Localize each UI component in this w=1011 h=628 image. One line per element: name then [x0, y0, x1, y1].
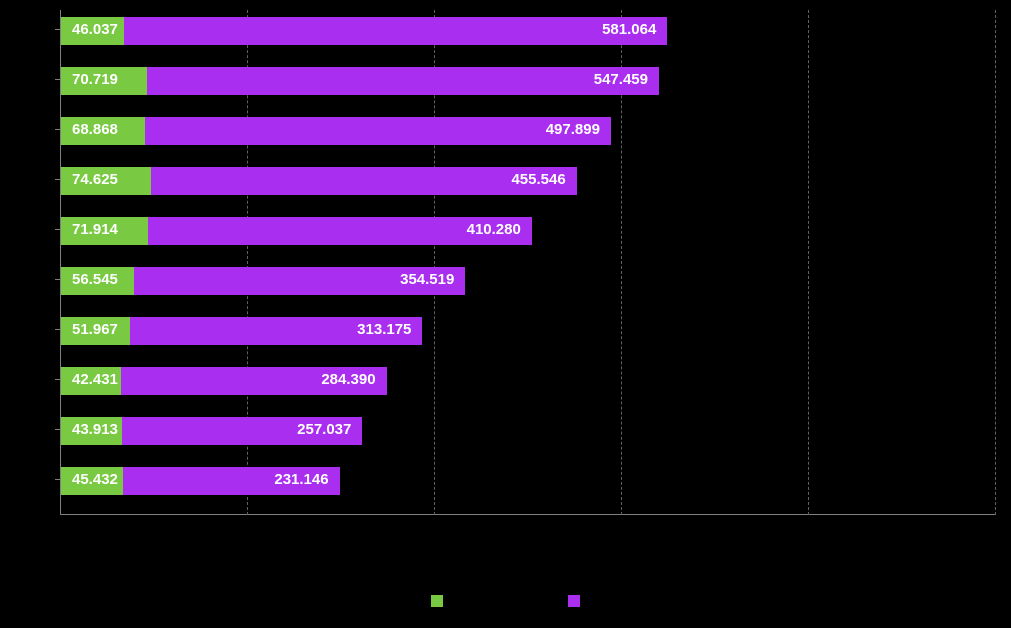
bar-label-a: 42.431: [72, 371, 118, 388]
bar-label-a: 43.913: [72, 421, 118, 438]
bar-row: 46.037 581.064: [60, 15, 995, 65]
bar-row: 51.967 313.175: [60, 315, 995, 365]
bar-label-b: 497.899: [546, 121, 600, 138]
bar-segment-b: [61, 17, 667, 45]
bar-row: 74.625 455.546: [60, 165, 995, 215]
bar-label-b: 581.064: [602, 21, 656, 38]
bar-row: 45.432 231.146: [60, 465, 995, 515]
bar-label-b: 313.175: [357, 321, 411, 338]
y-tick: [55, 479, 60, 480]
y-tick: [55, 229, 60, 230]
chart-plot-area: 46.037 581.064 70.719 547.459 68.868 497.899 7…: [60, 10, 995, 515]
bar-row: 70.719 547.459: [60, 65, 995, 115]
y-tick: [55, 29, 60, 30]
legend-swatch-b: [568, 595, 580, 607]
bar-row: 43.913 257.037: [60, 415, 995, 465]
bar-label-b: 231.146: [274, 471, 328, 488]
y-tick: [55, 379, 60, 380]
legend-item-a: [431, 592, 443, 610]
y-tick: [55, 79, 60, 80]
y-tick: [55, 179, 60, 180]
bar-label-a: 74.625: [72, 171, 118, 188]
y-tick: [55, 429, 60, 430]
y-tick: [55, 279, 60, 280]
bar-segment-b: [61, 67, 659, 95]
bar-row: 68.868 497.899: [60, 115, 995, 165]
bar-row: 56.545 354.519: [60, 265, 995, 315]
bar-label-b: 354.519: [400, 271, 454, 288]
bar-label-a: 46.037: [72, 21, 118, 38]
y-tick: [55, 129, 60, 130]
bar-label-b: 547.459: [594, 71, 648, 88]
legend: [0, 592, 1011, 610]
legend-item-b: [568, 592, 580, 610]
bar-label-a: 70.719: [72, 71, 118, 88]
bar-label-a: 45.432: [72, 471, 118, 488]
bar-label-a: 51.967: [72, 321, 118, 338]
bar-label-b: 284.390: [321, 371, 375, 388]
legend-swatch-a: [431, 595, 443, 607]
bar-label-a: 68.868: [72, 121, 118, 138]
grid-line: [995, 10, 996, 515]
bar-row: 42.431 284.390: [60, 365, 995, 415]
bar-label-a: 71.914: [72, 221, 118, 238]
y-tick: [55, 329, 60, 330]
bar-label-b: 455.546: [511, 171, 565, 188]
bar-row: 71.914 410.280: [60, 215, 995, 265]
bar-label-a: 56.545: [72, 271, 118, 288]
bar-label-b: 410.280: [467, 221, 521, 238]
bar-label-b: 257.037: [297, 421, 351, 438]
